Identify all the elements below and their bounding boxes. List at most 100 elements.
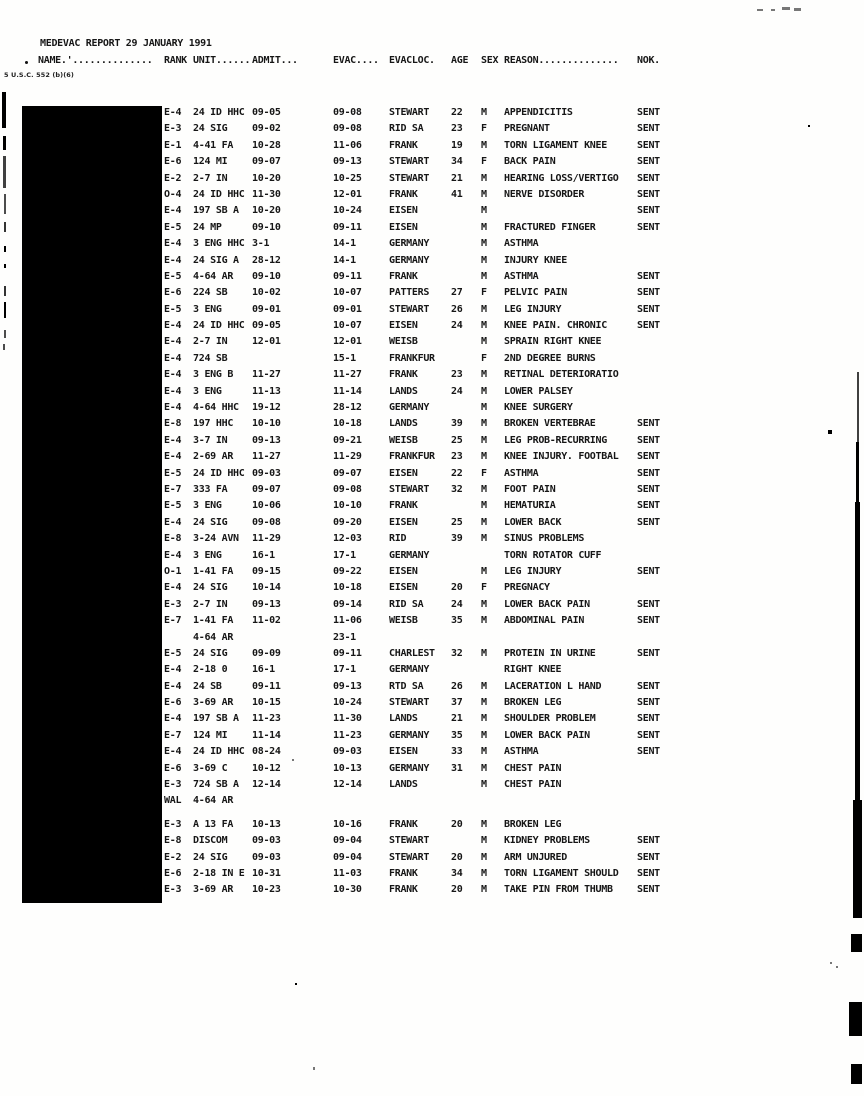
cell-rank: E-4 bbox=[164, 238, 182, 250]
cell-evacloc: STEWART bbox=[389, 303, 430, 315]
cell-sex: M bbox=[481, 451, 487, 463]
cell-admit: 09-15 bbox=[252, 565, 281, 577]
cell-reason: LOWER BACK PAIN bbox=[504, 598, 590, 610]
cell-unit: 3 ENG bbox=[193, 549, 222, 561]
scan-artifact-speck bbox=[836, 966, 838, 968]
cell-unit: 3 ENG bbox=[193, 385, 222, 397]
cell-reason: ASTHMA bbox=[504, 238, 539, 250]
cell-sex: M bbox=[481, 402, 487, 414]
cell-reason: ABDOMINAL PAIN bbox=[504, 615, 585, 627]
cell-rank: E-8 bbox=[164, 418, 182, 430]
cell-nok: SENT bbox=[637, 835, 660, 847]
cell-evacloc: STEWART bbox=[389, 697, 430, 709]
cell-unit: 24 SIG bbox=[193, 516, 228, 528]
column-header-evac: EVAC.... bbox=[333, 55, 379, 66]
scan-artifact-speck bbox=[830, 962, 832, 964]
cell-evac: 11-29 bbox=[333, 451, 362, 463]
cell-admit: 09-07 bbox=[252, 483, 281, 495]
cell-admit: 10-02 bbox=[252, 287, 281, 299]
cell-unit: 24 ID HHC bbox=[193, 320, 245, 332]
cell-evacloc: WEISB bbox=[389, 434, 418, 446]
table-row: E-4 4-64 HHC 19-12 28-12 GERMANY M KNEE SURGER… bbox=[0, 402, 864, 418]
cell-admit: 10-14 bbox=[252, 582, 281, 594]
cell-admit: 09-13 bbox=[252, 598, 281, 610]
cell-evac: 11-03 bbox=[333, 867, 362, 879]
cell-evacloc: EISEN bbox=[389, 516, 418, 528]
cell-evacloc: FRANK bbox=[389, 818, 418, 830]
cell-evac: 09-08 bbox=[333, 123, 362, 135]
table-row: E-7 1-41 FA 11-02 11-06 WEISB 35 M ABDOMINAL PA… bbox=[0, 615, 864, 631]
cell-nok: SENT bbox=[637, 320, 660, 332]
cell-sex: M bbox=[481, 434, 487, 446]
cell-unit: A 13 FA bbox=[193, 818, 234, 830]
cell-evacloc: GERMANY bbox=[389, 762, 430, 774]
column-header-name: NAME.'.............. bbox=[38, 55, 153, 66]
cell-admit: 10-15 bbox=[252, 697, 281, 709]
cell-nok: SENT bbox=[637, 729, 660, 741]
cell-unit: 24 MP bbox=[193, 221, 222, 233]
cell-unit: 724 SB bbox=[193, 352, 228, 364]
cell-nok: SENT bbox=[637, 451, 660, 463]
cell-admit: 12-01 bbox=[252, 336, 281, 348]
table-row: E-4 724 SB 15-1 FRANKFUR F 2ND DEGREE BURNS bbox=[0, 353, 864, 369]
cell-reason: PROTEIN IN URINE bbox=[504, 647, 596, 659]
column-header-evacloc: EVACLOC. bbox=[389, 55, 435, 66]
cell-age: 32 bbox=[451, 647, 463, 659]
cell-reason: NERVE DISORDER bbox=[504, 188, 585, 200]
cell-evac: 10-07 bbox=[333, 287, 362, 299]
table-row: E-4 3 ENG 11-13 11-14 LANDS 24 M LOWER PALSEY bbox=[0, 386, 864, 402]
column-header-admit: ADMIT... bbox=[252, 55, 298, 66]
cell-evac: 09-13 bbox=[333, 156, 362, 168]
cell-sex: M bbox=[481, 729, 487, 741]
cell-nok: SENT bbox=[637, 221, 660, 233]
cell-sex: M bbox=[481, 336, 487, 348]
cell-reason: KNEE PAIN. CHRONIC bbox=[504, 320, 607, 332]
cell-sex: M bbox=[481, 680, 487, 692]
cell-nok: SENT bbox=[637, 303, 660, 315]
bullet-mark bbox=[25, 61, 28, 64]
cell-admit: 09-01 bbox=[252, 303, 281, 315]
cell-rank: E-6 bbox=[164, 762, 182, 774]
cell-admit: 10-23 bbox=[252, 884, 281, 896]
cell-age: 20 bbox=[451, 884, 463, 896]
cell-sex: M bbox=[481, 647, 487, 659]
cell-nok: SENT bbox=[637, 615, 660, 627]
cell-admit: 11-13 bbox=[252, 385, 281, 397]
scan-artifact-right-blob bbox=[849, 1002, 862, 1036]
cell-reason: PREGNANT bbox=[504, 123, 550, 135]
cell-age: 25 bbox=[451, 516, 463, 528]
cell-sex: M bbox=[481, 369, 487, 381]
name-column-redaction-bar bbox=[22, 106, 162, 903]
cell-sex: M bbox=[481, 516, 487, 528]
cell-unit: 24 SIG bbox=[193, 123, 228, 135]
cell-evacloc: FRANKFUR bbox=[389, 451, 435, 463]
cell-age: 20 bbox=[451, 851, 463, 863]
cell-unit: 24 ID HHC bbox=[193, 107, 245, 118]
cell-evacloc: GERMANY bbox=[389, 238, 430, 250]
cell-sex: M bbox=[481, 172, 487, 184]
cell-age: 23 bbox=[451, 123, 463, 135]
cell-reason: BROKEN LEG bbox=[504, 818, 562, 830]
cell-rank: E-4 bbox=[164, 582, 182, 594]
cell-nok: SENT bbox=[637, 598, 660, 610]
cell-rank: E-7 bbox=[164, 729, 182, 741]
cell-age: 34 bbox=[451, 867, 463, 879]
cell-unit: 3 ENG bbox=[193, 303, 222, 315]
cell-evac: 17-1 bbox=[333, 549, 356, 561]
cell-age: 21 bbox=[451, 172, 463, 184]
cell-reason: ARM UNJURED bbox=[504, 851, 567, 863]
cell-age: 20 bbox=[451, 582, 463, 594]
cell-unit: 2-18 IN E bbox=[193, 867, 245, 879]
cell-sex: F bbox=[481, 287, 487, 299]
cell-reason: BACK PAIN bbox=[504, 156, 556, 168]
cell-nok: SENT bbox=[637, 287, 660, 299]
cell-age: 26 bbox=[451, 680, 463, 692]
column-header-row: NAME.'.............. RANK UNIT...... ADM… bbox=[0, 55, 864, 69]
cell-nok: SENT bbox=[637, 123, 660, 135]
table-row: E-6 2-18 IN E 10-31 11-03 FRANK 34 M TORN LIGAM… bbox=[0, 868, 864, 884]
cell-rank: E-4 bbox=[164, 320, 182, 332]
cell-unit: 3-69 C bbox=[193, 762, 228, 774]
scan-artifact-left-edge bbox=[4, 194, 6, 214]
cell-rank: E-8 bbox=[164, 835, 182, 847]
